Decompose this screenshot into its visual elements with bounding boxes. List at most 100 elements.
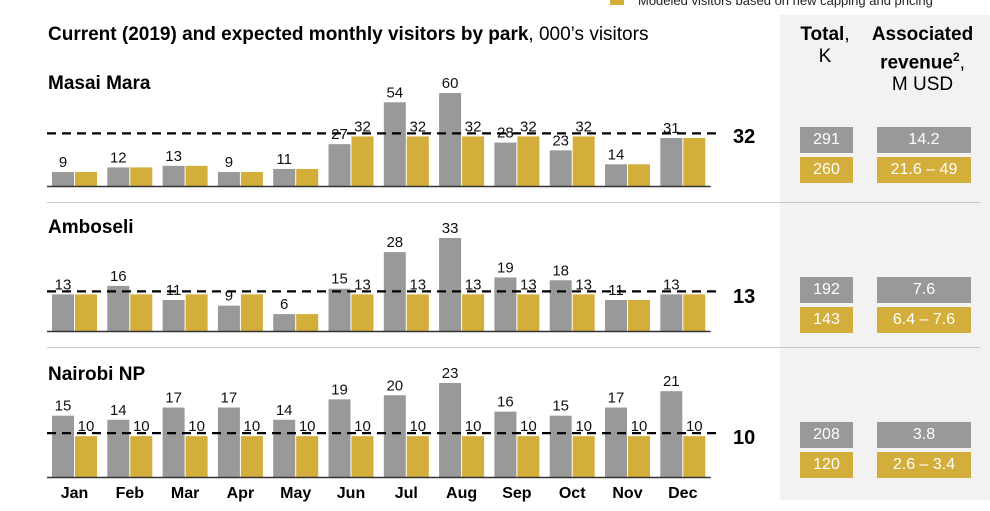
total-modeled-masai-mara: 260 bbox=[800, 157, 853, 183]
bar-current-amboseli bbox=[605, 300, 627, 331]
cap-label-amboseli: 13 bbox=[733, 286, 756, 308]
bar-modeled-amboseli bbox=[240, 294, 263, 331]
bar-modeled-nairobi-np bbox=[296, 436, 319, 477]
x-tick-label: Dec bbox=[668, 485, 697, 502]
revenue-modeled-amboseli: 6.4 – 7.6 bbox=[877, 307, 971, 333]
data-label-current-masai-mara: 9 bbox=[225, 154, 233, 171]
data-label-modeled-masai-mara: 32 bbox=[520, 118, 537, 135]
bar-modeled-amboseli bbox=[296, 314, 319, 331]
bar-modeled-nairobi-np bbox=[351, 436, 374, 477]
bar-modeled-nairobi-np bbox=[240, 436, 263, 477]
bar-modeled-masai-mara bbox=[351, 136, 374, 186]
data-label-current-amboseli: 6 bbox=[280, 296, 288, 313]
data-label-current-nairobi-np: 19 bbox=[331, 381, 348, 398]
data-label-modeled-nairobi-np: 10 bbox=[133, 418, 150, 435]
bar-modeled-masai-mara bbox=[406, 136, 429, 186]
bar-modeled-amboseli bbox=[683, 294, 706, 331]
legend-label-modeled: Modeled visitors based on new capping an… bbox=[638, 0, 933, 8]
data-label-modeled-nairobi-np: 10 bbox=[575, 418, 592, 435]
bar-modeled-amboseli bbox=[572, 294, 595, 331]
chart-title: Current (2019) and expected monthly visi… bbox=[48, 24, 648, 46]
data-label-current-nairobi-np: 16 bbox=[497, 394, 514, 411]
total-modeled-amboseli: 143 bbox=[800, 307, 853, 333]
data-label-current-nairobi-np: 15 bbox=[552, 398, 569, 415]
data-label-current-nairobi-np: 14 bbox=[276, 402, 293, 419]
cap-label-nairobi-np: 10 bbox=[733, 427, 756, 449]
total-header-comma: , bbox=[844, 24, 850, 45]
x-tick-label: Mar bbox=[171, 485, 199, 502]
data-label-current-amboseli: 15 bbox=[331, 271, 348, 288]
bar-current-nairobi-np bbox=[494, 411, 517, 477]
park-label-nairobi-np: Nairobi NP bbox=[48, 364, 146, 385]
bar-current-amboseli bbox=[660, 294, 683, 331]
data-label-current-nairobi-np: 17 bbox=[221, 390, 238, 407]
data-label-modeled-amboseli: 13 bbox=[520, 276, 537, 293]
revenue-current-nairobi-np: 3.8 bbox=[877, 422, 971, 448]
data-label-current-nairobi-np: 20 bbox=[386, 377, 403, 394]
bar-modeled-nairobi-np bbox=[572, 436, 595, 477]
data-label-current-amboseli: 13 bbox=[663, 276, 680, 293]
bar-current-masai-mara bbox=[273, 168, 296, 186]
cap-label-masai-mara: 32 bbox=[733, 126, 756, 148]
data-label-modeled-amboseli: 13 bbox=[465, 276, 482, 293]
data-label-current-nairobi-np: 14 bbox=[110, 402, 127, 419]
bar-current-amboseli bbox=[162, 300, 185, 331]
bar-current-masai-mara bbox=[217, 172, 240, 186]
data-label-modeled-amboseli: 13 bbox=[354, 276, 371, 293]
data-label-modeled-nairobi-np: 10 bbox=[354, 418, 371, 435]
park-label-amboseli: Amboseli bbox=[48, 217, 134, 238]
data-label-current-masai-mara: 60 bbox=[442, 75, 459, 92]
x-tick-label: Apr bbox=[227, 485, 255, 502]
revenue-header-line2: revenue bbox=[880, 52, 953, 74]
data-label-modeled-nairobi-np: 10 bbox=[631, 418, 648, 435]
revenue-modeled-nairobi-np: 2.6 – 3.4 bbox=[877, 452, 971, 478]
data-label-current-masai-mara: 54 bbox=[386, 84, 403, 101]
data-label-current-amboseli: 16 bbox=[110, 268, 127, 285]
column-header-revenue: Associated revenue2, M USD bbox=[860, 24, 985, 96]
bar-modeled-nairobi-np bbox=[628, 436, 650, 477]
bar-current-masai-mara bbox=[162, 165, 185, 186]
total-current-amboseli: 192 bbox=[800, 277, 853, 303]
bar-modeled-masai-mara bbox=[572, 136, 595, 186]
total-modeled-nairobi-np: 120 bbox=[800, 452, 853, 478]
data-label-modeled-nairobi-np: 10 bbox=[686, 418, 703, 435]
bar-current-nairobi-np bbox=[383, 395, 406, 477]
bar-current-masai-mara bbox=[52, 172, 74, 186]
data-label-modeled-nairobi-np: 10 bbox=[299, 418, 316, 435]
data-label-current-masai-mara: 23 bbox=[552, 132, 569, 149]
bar-current-amboseli bbox=[328, 288, 351, 331]
bar-current-nairobi-np bbox=[273, 419, 296, 477]
data-label-current-nairobi-np: 21 bbox=[663, 373, 680, 390]
bar-modeled-amboseli bbox=[628, 300, 650, 331]
bar-modeled-nairobi-np bbox=[130, 436, 153, 477]
bar-modeled-masai-mara bbox=[628, 164, 650, 186]
panel-divider bbox=[47, 347, 980, 348]
bar-modeled-nairobi-np bbox=[406, 436, 429, 477]
bar-modeled-masai-mara bbox=[296, 168, 319, 186]
bar-current-masai-mara bbox=[549, 150, 572, 186]
legend: Modeled visitors based on new capping an… bbox=[610, 0, 933, 8]
bar-modeled-masai-mara bbox=[517, 136, 540, 186]
bar-modeled-nairobi-np bbox=[683, 436, 706, 477]
bar-current-nairobi-np bbox=[605, 407, 627, 477]
data-label-current-amboseli: 9 bbox=[225, 288, 233, 305]
data-label-modeled-amboseli: 13 bbox=[575, 276, 592, 293]
revenue-header-unit: M USD bbox=[891, 74, 954, 96]
x-tick-label: Aug bbox=[446, 485, 477, 502]
chart-title-rest: , 000’s visitors bbox=[528, 24, 649, 45]
bar-modeled-nairobi-np bbox=[75, 436, 97, 477]
x-tick-label: Jan bbox=[61, 485, 89, 502]
bar-current-amboseli bbox=[439, 238, 462, 331]
data-label-current-masai-mara: 27 bbox=[331, 126, 348, 143]
revenue-footnote-marker: 2 bbox=[952, 50, 960, 64]
bar-modeled-masai-mara bbox=[240, 172, 263, 186]
data-label-current-masai-mara: 14 bbox=[608, 146, 625, 163]
data-label-modeled-masai-mara: 32 bbox=[409, 118, 426, 135]
data-label-modeled-amboseli: 13 bbox=[409, 276, 426, 293]
data-label-current-amboseli: 11 bbox=[608, 282, 624, 299]
data-label-modeled-masai-mara: 32 bbox=[575, 118, 592, 135]
column-header-total: Total, K bbox=[790, 24, 860, 68]
bar-current-masai-mara bbox=[439, 93, 462, 186]
data-label-current-nairobi-np: 15 bbox=[55, 398, 72, 415]
